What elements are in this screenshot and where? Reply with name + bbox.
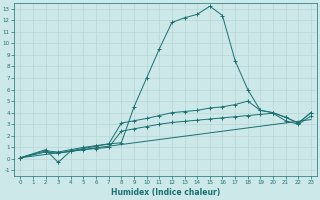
X-axis label: Humidex (Indice chaleur): Humidex (Indice chaleur) <box>111 188 220 197</box>
